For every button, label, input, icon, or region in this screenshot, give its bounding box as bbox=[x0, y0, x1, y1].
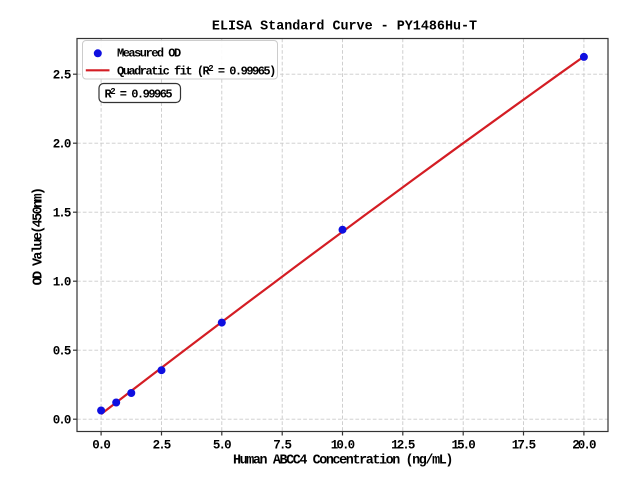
svg-text:5.0: 5.0 bbox=[213, 439, 231, 453]
svg-text:Measured OD: Measured OD bbox=[117, 46, 181, 60]
svg-text:0.0: 0.0 bbox=[92, 439, 110, 453]
svg-text:0.0: 0.0 bbox=[53, 414, 71, 428]
svg-text:1.0: 1.0 bbox=[53, 276, 71, 290]
svg-text:2.0: 2.0 bbox=[53, 138, 71, 152]
svg-text:17.5: 17.5 bbox=[512, 439, 536, 453]
svg-text:12.5: 12.5 bbox=[391, 439, 415, 453]
svg-text:2.5: 2.5 bbox=[53, 69, 71, 83]
svg-text:ELISA Standard Curve - PY1486H: ELISA Standard Curve - PY1486Hu-T bbox=[212, 20, 477, 35]
svg-text:15.0: 15.0 bbox=[451, 439, 475, 453]
svg-text:20.0: 20.0 bbox=[572, 439, 596, 453]
svg-text:7.5: 7.5 bbox=[273, 439, 291, 453]
svg-text:1.5: 1.5 bbox=[53, 207, 71, 221]
svg-text:0.5: 0.5 bbox=[53, 345, 71, 359]
svg-text:OD Value(450nm): OD Value(450nm) bbox=[32, 189, 47, 286]
svg-text:R2 = 0.99965: R2 = 0.99965 bbox=[105, 87, 173, 102]
svg-text:10.0: 10.0 bbox=[331, 439, 355, 453]
svg-text:Quadratic fit (R2 = 0.99965): Quadratic fit (R2 = 0.99965) bbox=[117, 64, 275, 79]
svg-text:2.5: 2.5 bbox=[153, 439, 171, 453]
svg-text:Human ABCC4 Concentration (ng/: Human ABCC4 Concentration (ng/mL) bbox=[233, 454, 452, 469]
